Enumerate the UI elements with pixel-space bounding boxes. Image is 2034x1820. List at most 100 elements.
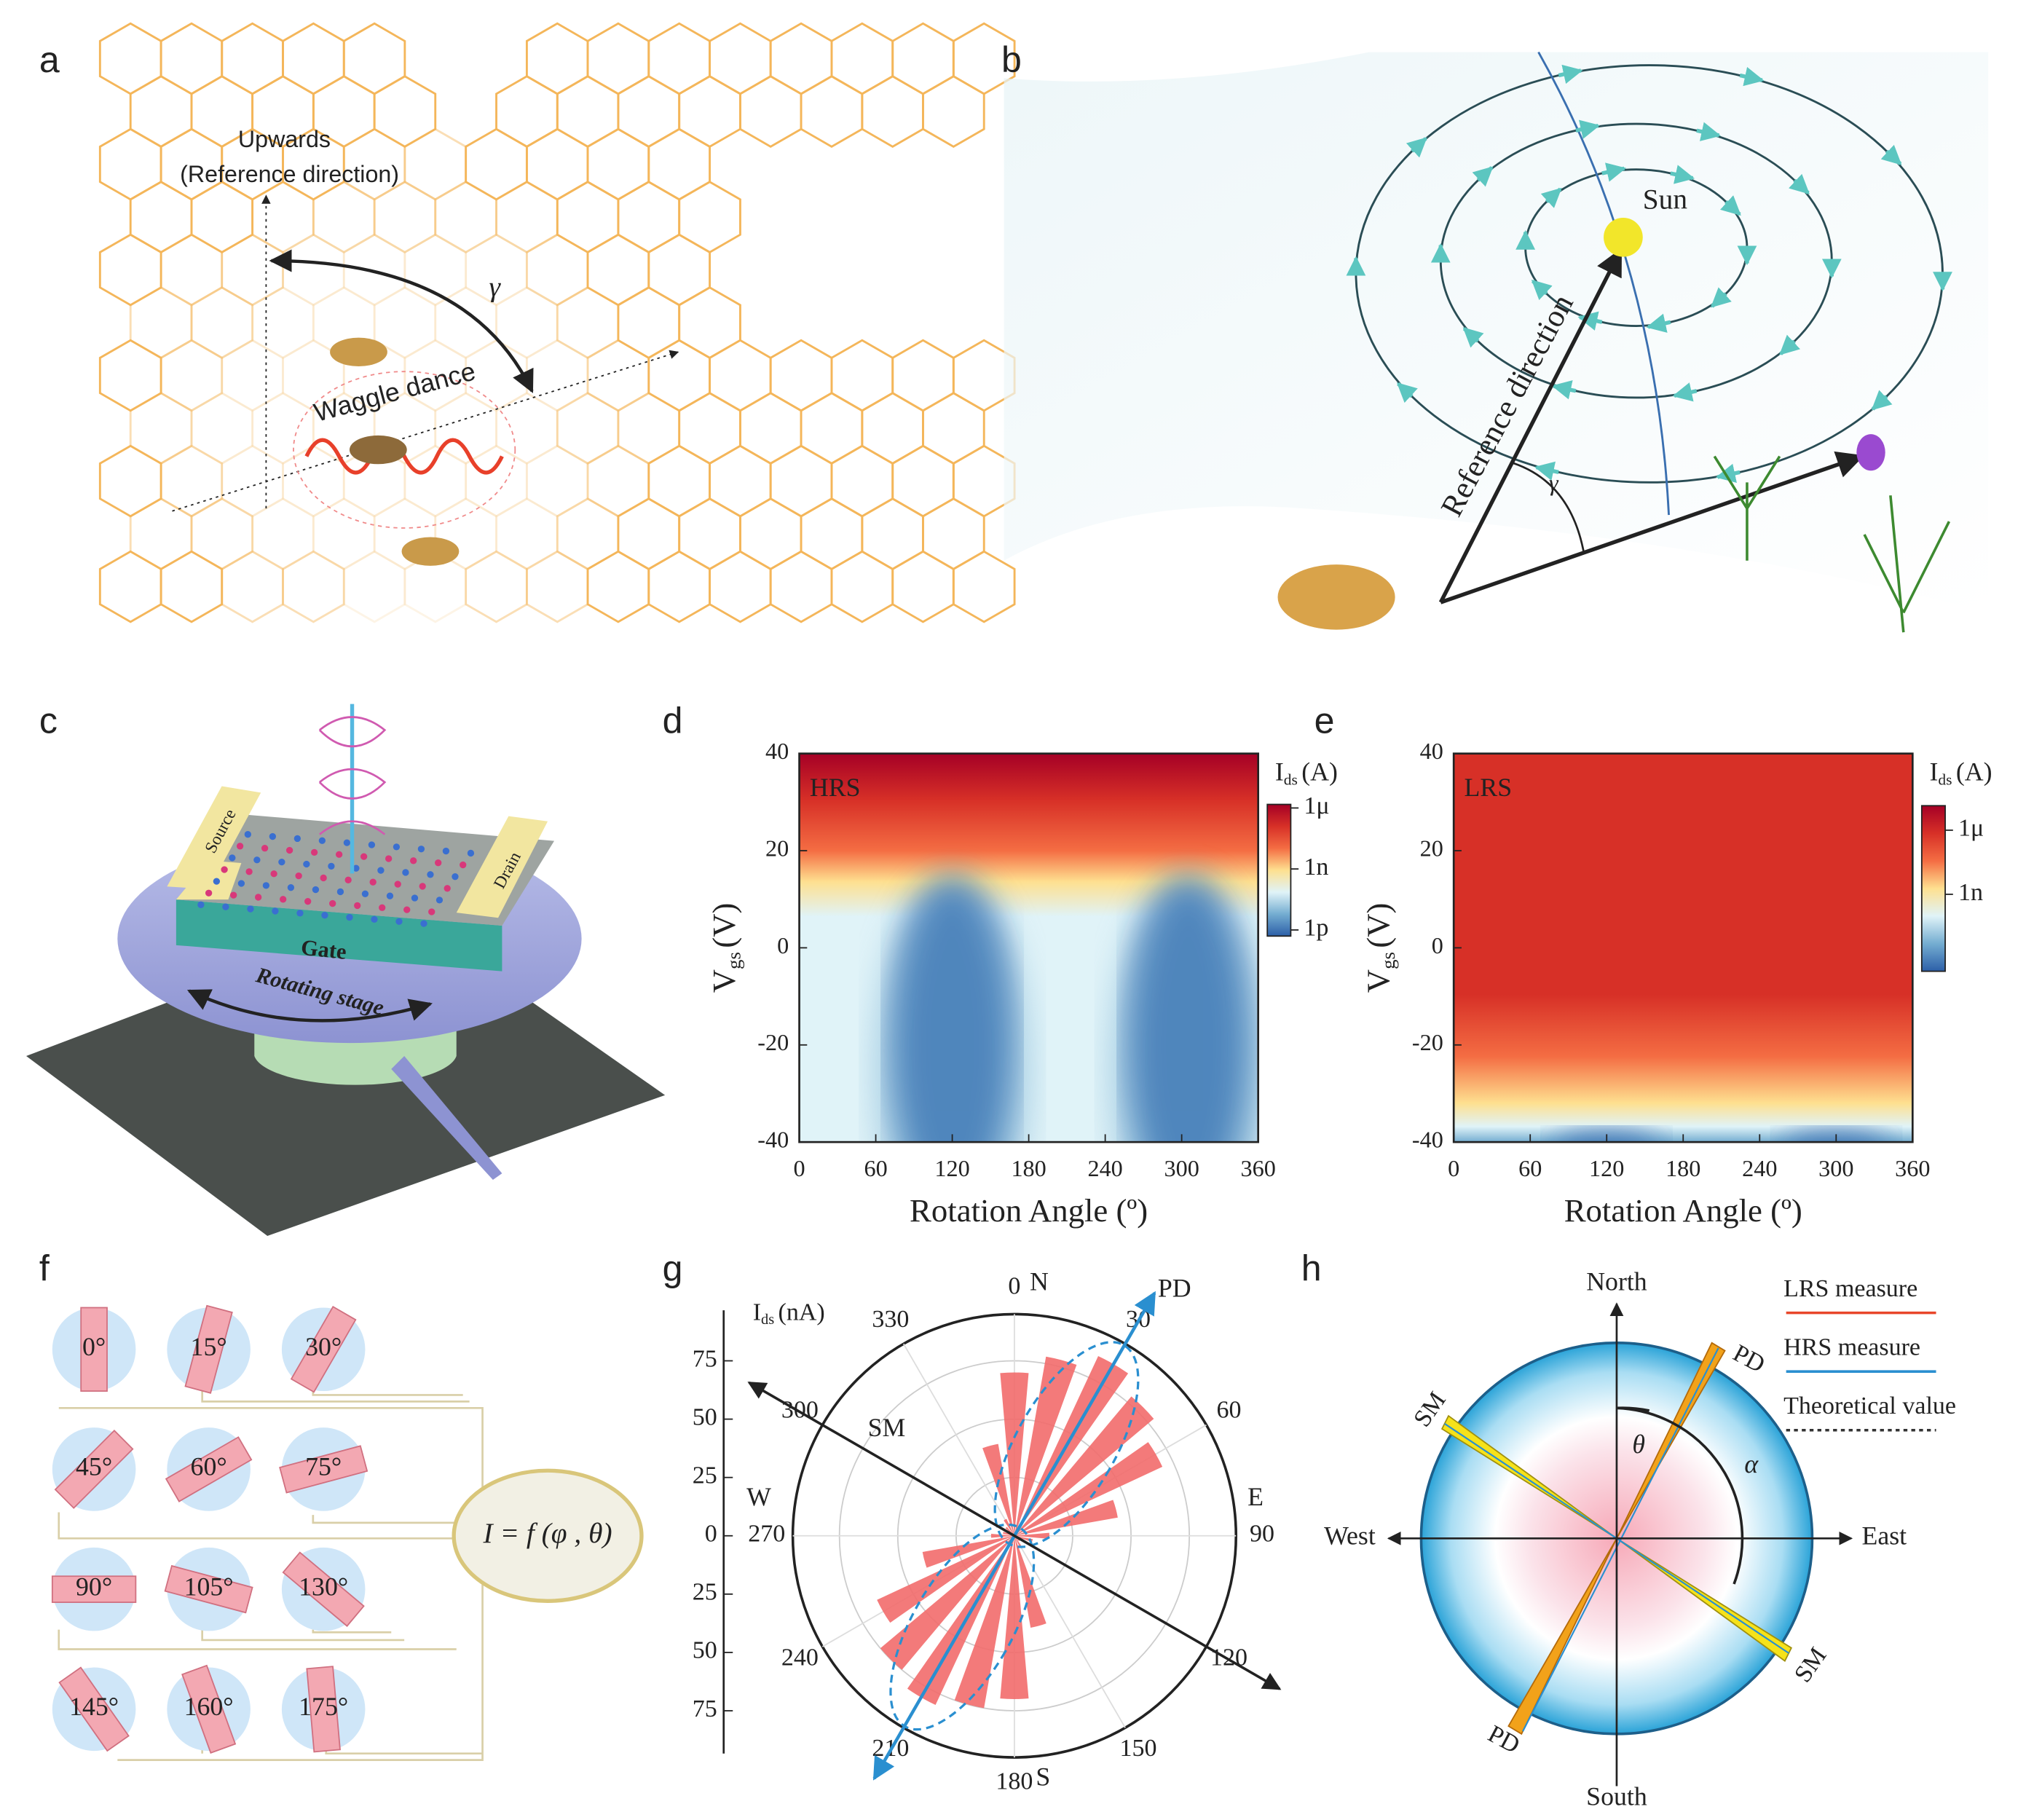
y-tick-label: 0 <box>777 932 789 958</box>
label: South <box>1586 1782 1647 1811</box>
atom <box>452 873 459 881</box>
hexagon <box>739 392 803 465</box>
grid-spoke <box>1014 1535 1126 1728</box>
hexagon <box>373 181 437 254</box>
arrow <box>1696 122 1722 141</box>
panel-d: d 0 60 120 180 240 300 360 -40 -20 0 20 40 HRS Rotati… <box>663 701 1338 1229</box>
arrow <box>1396 382 1418 403</box>
polarizer <box>306 1666 341 1753</box>
label-unit: (A) <box>1956 757 1992 787</box>
panel-g: g 0252550507575Ids(nA)030609012015018021… <box>663 1248 1282 1795</box>
colorbar <box>1920 805 1946 972</box>
dance-loop <box>293 371 516 529</box>
label-sub: ds <box>761 1312 774 1328</box>
y-tick-label: -40 <box>757 1127 789 1153</box>
y-tick-label: 40 <box>765 738 789 764</box>
theta-tick-label: 150 <box>1119 1735 1156 1762</box>
hexagon <box>159 233 224 307</box>
hexagon <box>465 444 528 518</box>
hexagon <box>434 497 497 571</box>
atom <box>280 896 287 903</box>
r-tick-label: 50 <box>693 1403 717 1430</box>
hexagon <box>830 339 894 412</box>
axis-label: Vgs (V) <box>1360 903 1399 993</box>
alpha-arc <box>1616 1406 1744 1585</box>
panel-a: a Upwards (Reference direction) γ Waggle… <box>39 22 1016 623</box>
polarizer <box>58 1666 130 1752</box>
x-tick-label: 180 <box>1011 1155 1046 1181</box>
panel-b: b Sun Reference direction γ <box>1001 39 1989 633</box>
atom <box>442 847 450 855</box>
x-tick-label: 360 <box>1895 1155 1930 1181</box>
colorbar-tick-label: 1n <box>1304 854 1328 881</box>
formula-box <box>452 1468 644 1603</box>
atom <box>394 881 401 888</box>
hexagon <box>861 392 924 465</box>
colorbar-tick-label: 1n <box>1958 879 1983 906</box>
r-tick-label: 25 <box>693 1462 717 1489</box>
bee <box>349 435 407 465</box>
atom <box>318 837 326 844</box>
atom <box>344 876 352 883</box>
atom <box>371 915 378 923</box>
x-tick-label: 0 <box>793 1155 805 1181</box>
hexagon <box>525 444 589 518</box>
hexagon <box>617 392 681 465</box>
atom <box>402 869 409 876</box>
hexagon <box>525 550 589 623</box>
y-tick-label: 0 <box>1432 932 1443 958</box>
rose-bar <box>1000 1535 1029 1699</box>
axis-label: Ids (nA) <box>753 1299 825 1327</box>
grid-spoke <box>902 1343 1015 1537</box>
angle-label: 90° <box>76 1572 112 1601</box>
atom <box>320 874 327 882</box>
atom <box>435 897 444 904</box>
atom <box>229 891 237 899</box>
label-main: I <box>1275 757 1284 787</box>
hexagon <box>159 444 224 518</box>
r-tick-label: 75 <box>693 1695 717 1722</box>
arrow <box>1558 64 1583 84</box>
arrow <box>1540 187 1562 208</box>
label: Upwards <box>238 126 331 152</box>
atom <box>293 835 301 843</box>
source <box>167 786 261 900</box>
arrow <box>1646 313 1671 333</box>
hexagon <box>98 550 162 623</box>
hexagon <box>830 444 894 518</box>
hexagon <box>586 127 650 201</box>
panel-c: c Source Drain Gate Rotating stage <box>26 701 666 1237</box>
hexagon <box>282 233 345 307</box>
polarizer <box>165 1436 253 1502</box>
label-main: I <box>1929 757 1938 787</box>
polarized-light <box>318 716 387 835</box>
panel-label: b <box>1001 39 1022 80</box>
atom <box>354 902 361 910</box>
label: (Reference direction) <box>180 161 399 187</box>
panel-label: a <box>39 39 60 80</box>
hexagon <box>709 339 772 412</box>
arrow <box>1739 66 1765 87</box>
hexagon <box>617 286 681 360</box>
angle-label: 105° <box>184 1572 234 1601</box>
label-sub: ds <box>1938 771 1952 788</box>
flower <box>1856 434 1885 471</box>
hexagon <box>98 233 162 307</box>
hexagon <box>647 127 711 201</box>
label: Gate <box>300 935 348 964</box>
hexagon <box>312 497 376 571</box>
label: North <box>1586 1266 1647 1296</box>
hexagon <box>159 339 224 412</box>
hexagon <box>617 75 681 149</box>
atom <box>269 832 276 840</box>
hexagon <box>221 444 284 518</box>
heatmap-field <box>1454 753 1913 1143</box>
x-tick-label: 180 <box>1666 1155 1700 1181</box>
formula: I = f (φ , θ) <box>483 1517 612 1549</box>
hexagon <box>129 497 193 571</box>
angle-label: 0° <box>82 1332 106 1361</box>
legend: LRS measure HRS measure Theoretical value <box>1783 1275 1956 1432</box>
hexagon <box>891 339 955 412</box>
angle-label: α <box>1744 1449 1759 1478</box>
flower-arrow <box>1440 451 1865 604</box>
